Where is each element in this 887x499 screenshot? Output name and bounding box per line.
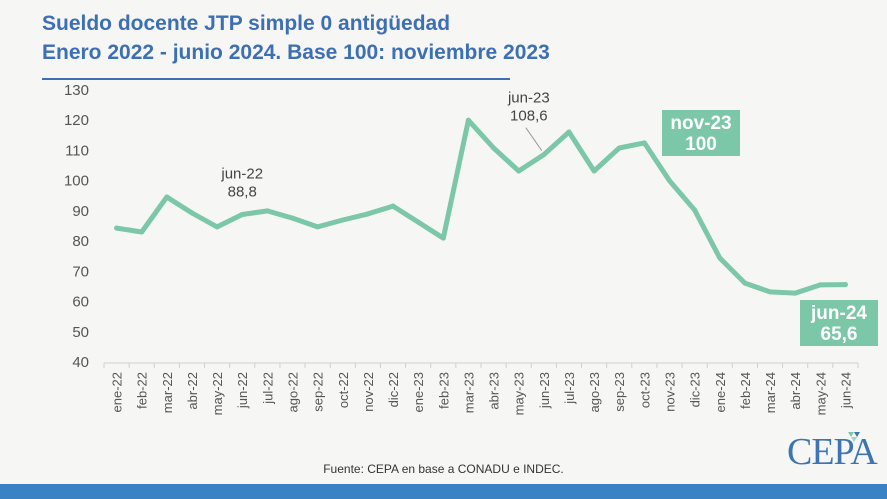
x-tick-label-ene-23: ene-23 xyxy=(411,372,426,412)
x-tick-label-oct-22: oct-22 xyxy=(336,372,351,408)
data-point-abr-22 xyxy=(189,210,195,216)
x-tick-label-mar-22: mar-22 xyxy=(160,372,175,413)
x-tick-label-sep-22: sep-22 xyxy=(311,372,326,412)
x-tick-label-jul-22: jul-22 xyxy=(260,372,275,405)
x-tick-label-mar-24: mar-24 xyxy=(763,372,778,413)
data-point-jun-22 xyxy=(239,212,245,218)
annotation-label-jun-24: jun-24 xyxy=(810,303,867,324)
x-tick-label-dic-23: dic-23 xyxy=(688,372,703,407)
data-point-nov-22 xyxy=(365,211,371,217)
x-tick-label-mar-23: mar-23 xyxy=(461,372,476,413)
data-point-feb-24 xyxy=(742,280,748,286)
y-tick-label: 70 xyxy=(72,263,89,280)
annotation-box-jun-24 xyxy=(800,300,878,346)
data-point-jun-24 xyxy=(842,282,848,288)
data-point-mar-23 xyxy=(465,117,471,123)
x-tick-label-jun-24: jun-24 xyxy=(838,372,853,409)
title-divider xyxy=(42,78,510,80)
title-line-1: Sueldo docente JTP simple 0 antigüedad xyxy=(42,12,451,35)
x-tick-label-feb-23: feb-23 xyxy=(436,372,451,409)
annotation-leader-line xyxy=(525,127,543,151)
data-point-feb-23 xyxy=(440,235,446,241)
y-tick-label: 110 xyxy=(65,142,89,159)
data-point-jun-23 xyxy=(541,152,547,158)
data-point-may-23 xyxy=(516,168,522,174)
data-point-abr-23 xyxy=(491,145,497,151)
data-point-ene-24 xyxy=(717,255,723,261)
data-point-ago-22 xyxy=(290,215,295,221)
data-point-ene-22 xyxy=(114,225,120,231)
annotation-value-jun-22: 88,8 xyxy=(228,184,257,201)
x-tick-label-nov-23: nov-23 xyxy=(663,372,678,412)
source-note: Fuente: CEPA en base a CONADU e INDEC. xyxy=(323,462,564,476)
data-point-dic-23 xyxy=(692,207,698,213)
annotation-value-jun-24: 65,6 xyxy=(821,324,858,345)
series-line xyxy=(114,117,848,296)
x-tick-label-feb-24: feb-24 xyxy=(738,372,753,409)
data-point-ago-23 xyxy=(591,168,597,174)
x-tick-label-jul-23: jul-23 xyxy=(562,372,577,405)
x-tick-label-abr-23: abr-23 xyxy=(487,372,502,410)
data-point-may-24 xyxy=(817,282,823,288)
data-point-ene-23 xyxy=(415,219,421,225)
data-point-feb-22 xyxy=(139,229,145,235)
y-tick-label: 60 xyxy=(72,294,89,311)
x-tick-label-dic-22: dic-22 xyxy=(386,372,401,407)
x-tick-label-may-23: may-23 xyxy=(512,372,527,415)
data-point-sep-23 xyxy=(616,145,622,151)
x-tick-label-feb-22: feb-22 xyxy=(135,372,150,409)
data-point-jul-23 xyxy=(566,129,572,135)
annotation-value-jun-23: 108,6 xyxy=(510,108,548,125)
y-tick-label: 50 xyxy=(72,324,89,341)
x-tick-label-ago-23: ago-23 xyxy=(587,372,602,412)
x-tick-label-jun-23: jun-23 xyxy=(537,372,552,409)
y-tick-label: 100 xyxy=(64,173,89,190)
annotation-label-nov-23: nov-23 xyxy=(670,113,731,134)
x-tick-label-jun-22: jun-22 xyxy=(235,372,250,409)
cepa-logo: CEPA xyxy=(787,431,878,473)
x-tick-label-abr-24: abr-24 xyxy=(788,372,803,410)
chart-title: Sueldo docente JTP simple 0 antigüedad E… xyxy=(42,9,550,67)
data-point-oct-23 xyxy=(641,140,647,146)
footer-bar xyxy=(0,484,887,499)
data-point-sep-22 xyxy=(315,224,321,230)
y-tick-label: 130 xyxy=(64,82,89,99)
x-tick-label-may-24: may-24 xyxy=(813,372,828,415)
annotation-label-jun-22: jun-22 xyxy=(220,166,263,183)
data-point-mar-24 xyxy=(767,289,773,295)
x-tick-label-ene-24: ene-24 xyxy=(713,372,728,412)
annotation-box-nov-23 xyxy=(662,110,740,156)
x-tick-label-ene-22: ene-22 xyxy=(110,372,125,412)
logo-triangle-icon xyxy=(848,432,860,442)
x-tick-label-nov-22: nov-22 xyxy=(361,372,376,412)
data-point-oct-22 xyxy=(340,217,346,223)
y-tick-label: 40 xyxy=(72,354,89,371)
annotation-label-jun-23: jun-23 xyxy=(507,90,550,107)
data-point-dic-22 xyxy=(390,203,396,209)
y-tick-label: 120 xyxy=(64,112,89,129)
x-tick-label-abr-22: abr-22 xyxy=(185,372,200,410)
x-tick-label-oct-23: oct-23 xyxy=(637,372,652,408)
data-point-abr-24 xyxy=(792,290,798,296)
x-tick-label-may-22: may-22 xyxy=(210,372,225,415)
data-point-jul-22 xyxy=(264,208,270,214)
data-point-mar-22 xyxy=(164,194,170,200)
y-tick-label: 80 xyxy=(72,233,89,250)
x-tick-label-ago-22: ago-22 xyxy=(286,372,301,412)
title-line-2: Enero 2022 - junio 2024. Base 100: novie… xyxy=(42,41,550,64)
data-point-may-22 xyxy=(214,224,220,230)
y-tick-label: 90 xyxy=(72,203,89,220)
data-point-nov-23 xyxy=(667,178,672,184)
x-tick-label-sep-23: sep-23 xyxy=(612,372,627,412)
annotation-value-nov-23: 100 xyxy=(685,134,717,155)
